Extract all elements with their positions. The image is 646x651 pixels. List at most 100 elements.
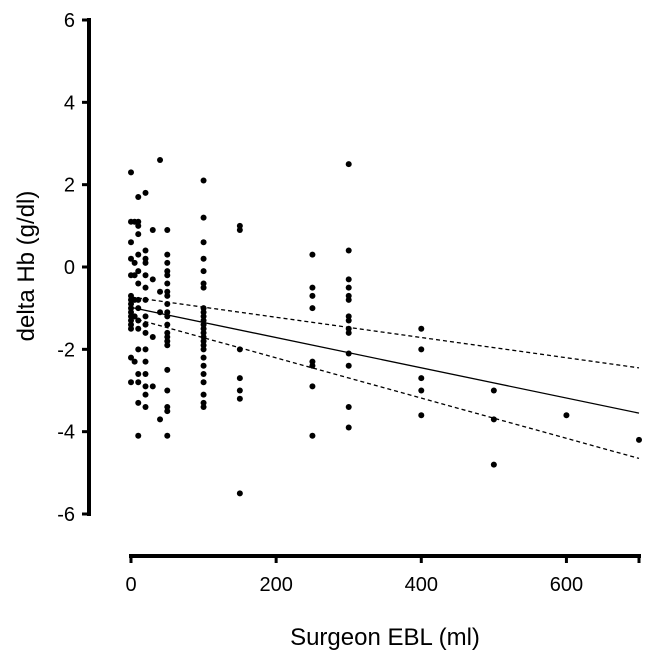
data-point <box>309 358 316 365</box>
data-point <box>309 284 316 291</box>
data-point <box>164 268 171 275</box>
data-point <box>345 362 352 369</box>
data-point <box>164 366 171 373</box>
data-point <box>236 222 243 229</box>
data-point <box>131 313 138 320</box>
data-point <box>131 358 138 365</box>
data-point <box>128 379 134 386</box>
data-point <box>142 329 149 336</box>
data-point <box>142 247 149 254</box>
data-point <box>345 292 352 299</box>
data-point <box>164 338 171 345</box>
data-point <box>200 321 207 328</box>
data-point <box>200 305 207 312</box>
data-point <box>200 362 207 369</box>
data-point <box>135 379 142 386</box>
data-point <box>200 309 207 316</box>
y-tick-label: 4 <box>64 92 75 114</box>
data-point <box>157 416 164 423</box>
data-point <box>345 424 352 431</box>
y-tick-label: 6 <box>64 10 75 32</box>
data-point <box>563 412 570 419</box>
data-point <box>418 387 425 394</box>
x-tick-label: 0 <box>125 574 136 596</box>
data-point <box>135 325 142 332</box>
data-point <box>142 403 149 410</box>
data-point <box>164 321 171 328</box>
data-point <box>135 268 142 275</box>
data-point <box>345 329 352 336</box>
data-point <box>157 156 164 163</box>
confidence-band-line <box>130 317 640 460</box>
data-point <box>164 333 171 340</box>
data-point <box>309 362 316 369</box>
data-point <box>200 177 207 184</box>
data-point <box>135 296 142 303</box>
regression-line <box>130 306 640 414</box>
data-point <box>142 284 149 291</box>
data-point <box>164 292 171 299</box>
data-point <box>157 288 164 295</box>
data-point <box>135 251 142 258</box>
y-axis-label: delta Hb (g/dl) <box>13 191 40 342</box>
data-point <box>142 371 149 378</box>
data-point <box>345 313 352 320</box>
data-point <box>309 305 316 312</box>
data-point <box>131 272 138 279</box>
data-point <box>128 317 134 324</box>
data-point <box>345 247 352 254</box>
data-point <box>164 301 171 308</box>
data-point <box>135 222 142 229</box>
data-point <box>345 403 352 410</box>
data-point <box>135 231 142 238</box>
data-point <box>200 354 207 361</box>
data-point <box>200 391 207 398</box>
data-point <box>149 226 156 233</box>
data-point <box>164 432 171 439</box>
data-point <box>200 284 207 291</box>
data-point <box>164 342 171 349</box>
data-point <box>135 280 142 287</box>
data-point <box>418 375 425 382</box>
data-point <box>200 338 207 345</box>
data-point <box>164 387 171 394</box>
data-point <box>345 161 352 168</box>
data-point <box>345 276 352 283</box>
data-point <box>164 403 171 410</box>
data-point <box>236 387 243 394</box>
y-tick-label: 0 <box>64 257 75 279</box>
data-point <box>142 346 149 353</box>
data-point <box>149 383 156 390</box>
data-point <box>200 255 207 262</box>
data-point <box>164 309 171 316</box>
data-point <box>200 403 207 410</box>
data-point <box>149 333 156 340</box>
data-point <box>142 259 149 266</box>
data-point <box>142 272 149 279</box>
data-point <box>142 313 149 320</box>
data-point <box>345 350 352 357</box>
confidence-band-line <box>130 296 640 369</box>
data-point <box>135 346 142 353</box>
data-point <box>236 346 243 353</box>
data-point <box>142 189 149 196</box>
data-point <box>418 346 425 353</box>
y-tick-label: 2 <box>64 175 75 197</box>
data-point <box>128 354 134 361</box>
data-point <box>309 432 316 439</box>
data-point <box>200 342 207 349</box>
data-point <box>142 321 149 328</box>
data-point <box>128 309 134 316</box>
data-point <box>128 325 134 332</box>
y-tick-label: -6 <box>57 504 75 526</box>
data-point <box>135 317 142 324</box>
data-point <box>309 251 316 258</box>
data-point <box>142 383 149 390</box>
x-tick-label: 600 <box>550 574 583 596</box>
data-point <box>236 490 243 497</box>
data-point <box>236 375 243 382</box>
data-point <box>236 226 243 233</box>
data-point <box>309 383 316 390</box>
data-point <box>128 301 134 308</box>
data-point <box>142 358 149 365</box>
